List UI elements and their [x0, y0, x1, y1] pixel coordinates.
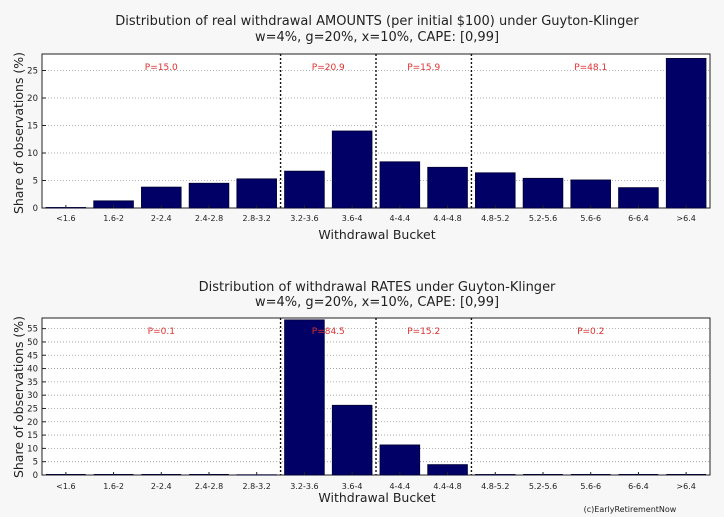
rates-y-tick-label: 55	[27, 325, 38, 335]
amounts-bar	[379, 161, 421, 209]
rates-y-tick-label: 15	[27, 431, 38, 441]
amounts-y-tick-label: 0	[33, 204, 38, 214]
amounts-chart-y-axis-label: Share of observations (%)	[11, 52, 26, 214]
amounts-bar	[665, 58, 707, 209]
amounts-region-label: P=15.0	[145, 63, 178, 73]
amounts-bar	[188, 182, 230, 209]
amounts-bar	[570, 179, 611, 209]
amounts-bar	[236, 178, 277, 209]
rates-region-label: P=0.2	[577, 327, 604, 337]
rates-y-tick-label: 0	[33, 471, 38, 481]
rates-x-tick-label: 3.2-3.6	[290, 482, 318, 491]
amounts-chart-title: Distribution of real withdrawal AMOUNTS …	[115, 14, 639, 29]
rates-bar	[331, 404, 373, 476]
rates-y-tick-label: 5	[33, 458, 38, 468]
rates-bar	[379, 444, 421, 476]
amounts-bar	[522, 177, 564, 209]
amounts-chart: Distribution of real withdrawal AMOUNTS …	[11, 14, 711, 242]
amounts-x-tick-label: 5.6-6	[580, 214, 601, 223]
amounts-bar	[475, 172, 516, 209]
rates-chart-subtitle: w=4%, g=20%, x=10%, CAPE: [0,99]	[255, 295, 499, 310]
rates-chart-y-axis-label: Share of observations (%)	[11, 316, 26, 478]
amounts-chart-subtitle: w=4%, g=20%, x=10%, CAPE: [0,99]	[255, 30, 499, 45]
amounts-bar	[141, 186, 182, 209]
amounts-region-label: P=48.1	[574, 63, 607, 73]
rates-x-tick-label: 2.4-2.8	[195, 482, 223, 491]
amounts-x-tick-label: <1.6	[56, 214, 75, 223]
rates-y-tick-label: 50	[27, 338, 38, 348]
rates-chart-title: Distribution of withdrawal RATES under G…	[199, 280, 556, 295]
amounts-bar	[427, 166, 468, 209]
rates-y-tick-label: 35	[27, 378, 38, 388]
amounts-x-tick-label: 2.8-3.2	[243, 214, 271, 223]
amounts-x-tick-label: 3.2-3.6	[290, 214, 318, 223]
amounts-bar	[284, 170, 325, 209]
amounts-x-tick-label: 4-4.4	[390, 214, 411, 223]
rates-x-tick-label: 2-2.4	[151, 482, 172, 491]
rates-chart-plot-area: 0 5 10 15 20 25 30 35 40 45 50 55 <1.6 1.6-2 2-2.4 2.4-…	[27, 317, 711, 491]
amounts-x-tick-label: 1.6-2	[103, 214, 124, 223]
rates-y-tick-label: 45	[27, 351, 38, 361]
amounts-y-tick-label: 25	[27, 67, 38, 77]
rates-x-tick-label: 5.2-5.6	[529, 482, 557, 491]
rates-y-tick-label: 25	[27, 404, 38, 414]
rates-x-tick-label: 1.6-2	[103, 482, 124, 491]
amounts-x-tick-label: 3.6-4	[342, 214, 363, 223]
amounts-region-label: P=15.9	[407, 63, 440, 73]
amounts-x-tick-label: 4.4-4.8	[433, 214, 461, 223]
rates-chart: Distribution of withdrawal RATES under G…	[11, 280, 711, 505]
amounts-chart-plot-area: 0 5 10 15 20 25 <1.6 1.6-2 2-2.4 2.4-2.8 2.8-3.2 3.…	[27, 53, 711, 223]
amounts-chart-x-axis-label: Withdrawal Bucket	[318, 227, 435, 242]
amounts-y-tick-label: 20	[27, 94, 38, 104]
amounts-x-tick-label: 5.2-5.6	[529, 214, 557, 223]
rates-chart-x-axis-label: Withdrawal Bucket	[318, 490, 435, 505]
rates-region-label: P=84.5	[312, 327, 345, 337]
rates-x-tick-label: <1.6	[56, 482, 75, 491]
amounts-region-label: P=20.9	[312, 63, 345, 73]
amounts-bar	[331, 130, 373, 209]
amounts-x-tick-label: 2-2.4	[151, 214, 172, 223]
amounts-x-tick-label: 2.4-2.8	[195, 214, 223, 223]
rates-y-tick-label: 10	[27, 444, 38, 454]
rates-x-tick-label: 4.4-4.8	[433, 482, 461, 491]
rates-region-label: P=15.2	[407, 327, 440, 337]
rates-region-label: P=0.1	[148, 327, 175, 337]
amounts-x-tick-label: 6-6.4	[628, 214, 649, 223]
amounts-y-tick-label: 5	[33, 177, 38, 187]
copyright-credit: (c)EarlyRetirementNow	[584, 505, 677, 514]
amounts-x-tick-label: >6.4	[676, 214, 695, 223]
amounts-x-tick-label: 4.8-5.2	[481, 214, 509, 223]
amounts-y-tick-label: 10	[27, 149, 38, 159]
rates-plot-frame	[41, 317, 711, 476]
rates-x-tick-label: 6-6.4	[628, 482, 649, 491]
rates-y-tick-label: 40	[27, 365, 38, 375]
rates-x-tick-label: >6.4	[676, 482, 695, 491]
amounts-y-tick-label: 15	[27, 122, 38, 132]
rates-y-tick-label: 30	[27, 391, 38, 401]
rates-x-tick-label: 2.8-3.2	[243, 482, 271, 491]
amounts-bar	[618, 187, 659, 209]
rates-bar	[284, 319, 325, 476]
rates-y-tick-label: 20	[27, 418, 38, 428]
rates-x-tick-label: 3.6-4	[342, 482, 363, 491]
rates-x-tick-label: 5.6-6	[580, 482, 601, 491]
rates-x-tick-label: 4-4.4	[390, 482, 411, 491]
rates-x-tick-label: 4.8-5.2	[481, 482, 509, 491]
